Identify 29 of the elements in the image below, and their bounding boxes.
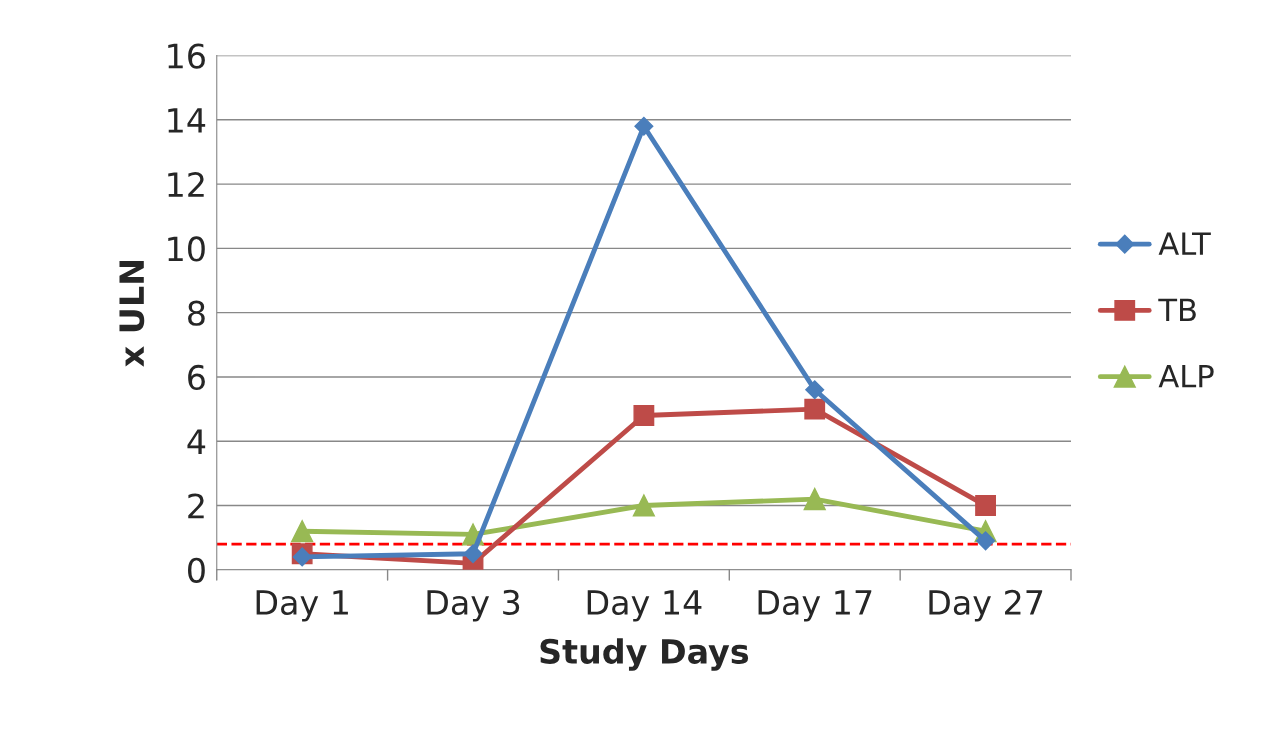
- y-tick-label: 14: [168, 108, 206, 133]
- point: [633, 405, 655, 426]
- y-tick-label: 2: [188, 493, 204, 519]
- x-tick-label: Day 3: [427, 589, 520, 622]
- y-tick-label: 16: [168, 43, 205, 69]
- legend-label: ALT: [1158, 232, 1211, 255]
- x-tick-label: Day 27: [929, 589, 1043, 622]
- point: [976, 531, 996, 551]
- point: [804, 398, 826, 420]
- point: [975, 495, 996, 516]
- y-tick-label: 0: [188, 557, 205, 583]
- point: [463, 544, 483, 564]
- x-axis-title: Study Days: [540, 638, 749, 671]
- point: [291, 520, 314, 543]
- x-tick-label: Day 1: [256, 590, 348, 622]
- y-tick-label: 8: [188, 300, 205, 326]
- y-tick-label: 12: [168, 172, 204, 197]
- point: [632, 494, 655, 517]
- y-axis-title: x ULN: [119, 261, 145, 367]
- legend-label: ALP: [1158, 365, 1214, 388]
- x-tick-label: Day 17: [758, 590, 872, 622]
- point: [634, 116, 654, 136]
- legend-label: TB: [1158, 298, 1196, 322]
- y-tick-label: 6: [188, 364, 205, 391]
- x-tick-label: Day 14: [587, 590, 702, 622]
- y-tick-label: 10: [168, 236, 205, 262]
- y-tick-label: 4: [187, 429, 206, 454]
- point: [803, 487, 826, 511]
- point: [805, 380, 825, 400]
